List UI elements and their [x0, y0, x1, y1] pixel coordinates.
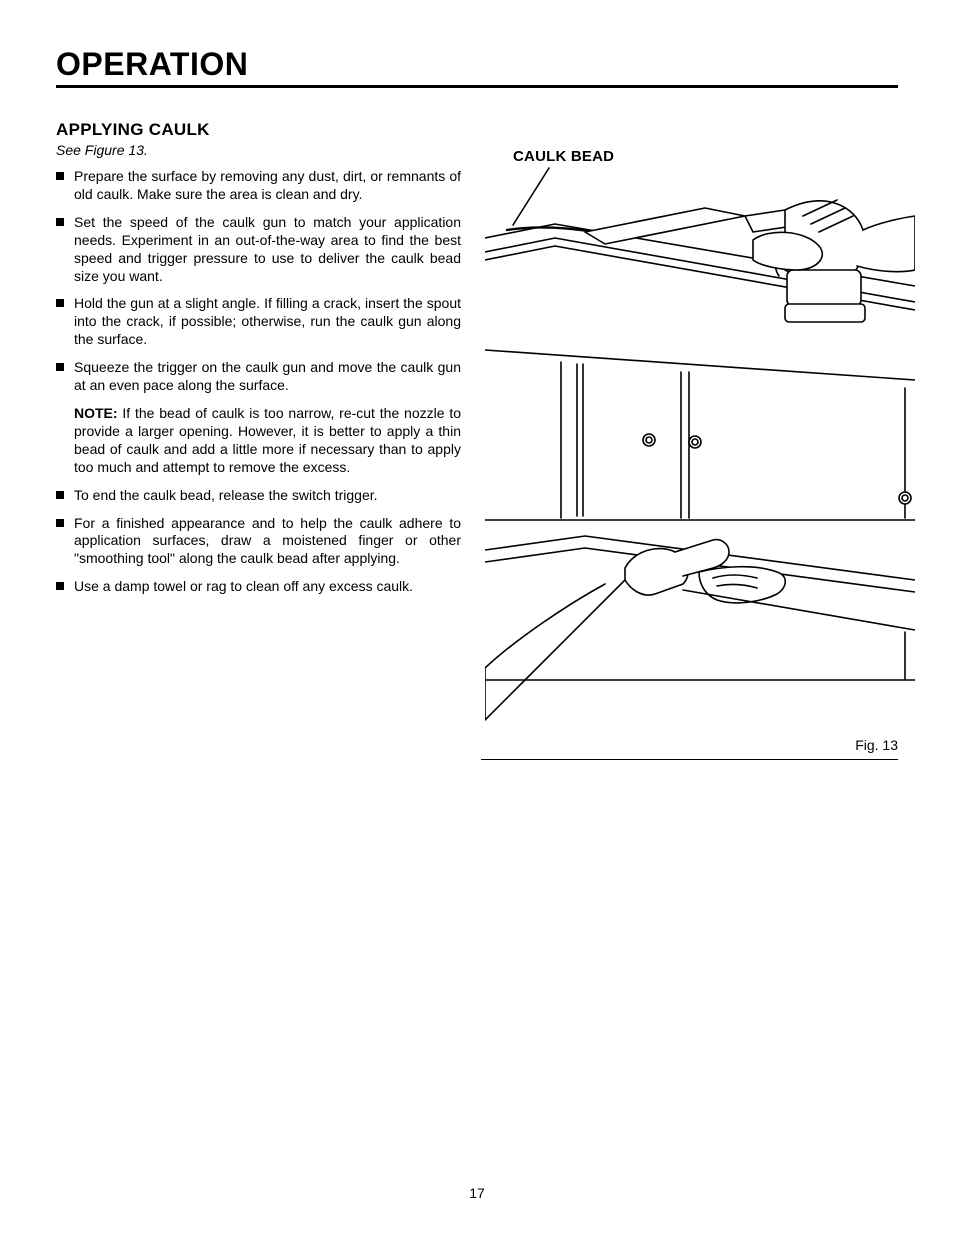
page-number: 17	[0, 1185, 954, 1201]
list-item: Prepare the surface by removing any dust…	[56, 168, 461, 204]
note-paragraph: NOTE: If the bead of caulk is too narrow…	[56, 405, 461, 477]
two-column-layout: APPLYING CAULK See Figure 13. Prepare th…	[56, 120, 898, 760]
list-item: Squeeze the trigger on the caulk gun and…	[56, 359, 461, 395]
list-item: To end the caulk bead, release the switc…	[56, 487, 461, 505]
list-item: Use a damp towel or rag to clean off any…	[56, 578, 461, 596]
see-figure-reference: See Figure 13.	[56, 142, 461, 158]
note-text: If the bead of caulk is too narrow, re-c…	[74, 405, 461, 475]
list-item: Set the speed of the caulk gun to match …	[56, 214, 461, 286]
figure-caption: Fig. 13	[855, 737, 898, 753]
left-column: APPLYING CAULK See Figure 13. Prepare th…	[56, 120, 461, 760]
page-title: OPERATION	[56, 46, 898, 83]
note-label: NOTE:	[74, 405, 118, 421]
section-heading: APPLYING CAULK	[56, 120, 461, 140]
instruction-list-bottom: To end the caulk bead, release the switc…	[56, 487, 461, 597]
figure-illustration	[485, 120, 915, 740]
list-item: Hold the gun at a slight angle. If filli…	[56, 295, 461, 349]
instruction-list-top: Prepare the surface by removing any dust…	[56, 168, 461, 395]
list-item: For a finished appearance and to help th…	[56, 515, 461, 569]
figure-panel: CAULK BEAD	[481, 120, 898, 760]
page: OPERATION APPLYING CAULK See Figure 13. …	[0, 0, 954, 1235]
page-header: OPERATION	[56, 46, 898, 88]
